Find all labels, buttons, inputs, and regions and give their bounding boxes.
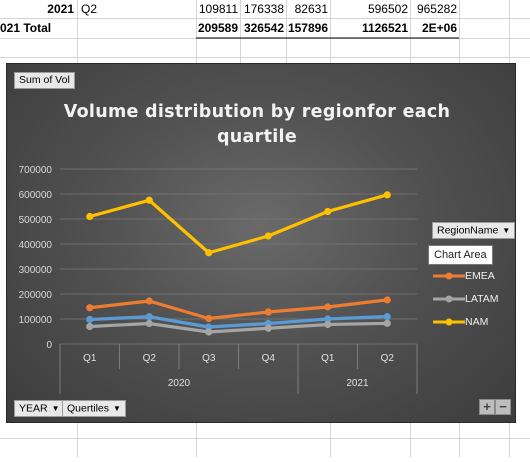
legend-marker-nam [433,318,465,326]
collapse-field-button[interactable]: − [495,399,511,415]
cell-quarter[interactable]: Q2 [81,2,98,16]
data-point [383,296,391,304]
legend-label: NAM [465,316,489,328]
chevron-down-icon: ▼ [113,404,121,413]
series-line-latam [89,321,388,334]
data-point [324,303,332,311]
data-point [86,315,94,324]
x-axis: Q1 Q2 Q3 Q4 Q1 Q2 2020 2021 [59,344,418,394]
year-field-label: YEAR [19,402,48,415]
legend-item-nam[interactable]: NAM [433,315,488,329]
legend-item-latam[interactable]: LATAM [433,292,498,306]
legend-field-label: RegionName [437,224,499,237]
data-point [383,319,391,327]
plot-area[interactable]: 0 100000 200000 300000 400000 500000 600000 700… [7,64,515,422]
data-point [145,196,153,204]
data-point [86,322,94,331]
chart-title-line: Volume distribution by regionfor each [63,102,451,122]
data-point [145,297,153,305]
legend-marker-latam [433,295,465,303]
legend-item-emea[interactable]: EMEA [433,269,495,283]
data-point [145,319,153,328]
data-point [86,304,94,312]
legend-label: LATAM [465,293,499,305]
series-line-unnamed [89,314,388,329]
cell-value[interactable]: 109811 [198,2,238,16]
x-tick-label: Q2 [143,353,157,364]
cell-value[interactable]: 176338 [243,2,284,16]
cell-total-value[interactable]: 1126521 [361,21,408,35]
data-point [205,249,213,257]
x-group-label: 2021 [346,378,369,389]
y-tick-label: 600000 [19,190,53,201]
chart-title-line: quartile [216,127,298,147]
cell-total-value[interactable]: 157896 [287,21,328,35]
data-point [383,312,391,321]
cell-value[interactable]: 596502 [367,2,408,16]
y-tick-label: 0 [46,340,52,351]
series-line-nam [89,193,388,255]
x-tick-label: Q4 [262,353,276,364]
chart-title[interactable]: Volume distribution by regionfor each qu… [47,100,467,150]
cell-year[interactable]: 2021 [47,2,74,16]
data-point [324,315,332,323]
series-lines [86,191,391,336]
cell-total-value[interactable]: 326542 [243,21,284,35]
data-point [264,308,272,316]
y-tick-label: 500000 [19,215,53,226]
data-point [86,212,94,221]
value-field-button[interactable]: Sum of Vol [14,72,75,89]
y-tick-label: 300000 [19,265,53,276]
chevron-down-icon: ▼ [502,226,511,235]
quarters-field-button[interactable]: Quertiles ▼ [62,400,126,417]
chevron-down-icon: ▼ [51,404,60,413]
x-tick-label: Q1 [321,353,335,364]
legend-marker-emea [433,272,465,280]
value-field-label: Sum of Vol [19,74,70,86]
data-point [205,328,213,336]
x-tick-label: Q3 [202,353,216,364]
cell-total-value[interactable]: 2E+06 [421,21,457,35]
data-point [383,191,391,199]
legend-label: EMEA [465,270,495,282]
data-point [324,207,332,216]
data-point [205,323,213,331]
y-tick-label: 100000 [19,315,53,326]
expand-field-button[interactable]: + [479,399,495,415]
y-tick-label: 700000 [19,165,53,176]
data-point [264,324,272,332]
data-point [324,320,332,329]
cell-total-label[interactable]: 021 Total [0,21,52,35]
legend-field-button[interactable]: RegionName ▼ [432,222,516,239]
cell-value[interactable]: 82631 [294,2,328,16]
x-tick-label: Q1 [83,353,97,364]
data-point [264,232,272,240]
y-tick-label: 200000 [19,290,53,301]
y-axis: 0 100000 200000 300000 400000 500000 600000 700… [19,165,53,351]
cell-total-value[interactable]: 209589 [197,21,238,35]
data-point [145,313,153,321]
x-group-label: 2020 [168,378,191,389]
x-tick-label: Q2 [381,353,395,364]
y-tick-label: 400000 [19,240,53,251]
data-point [205,314,213,323]
chart-area-tooltip: Chart Area [428,245,493,265]
series-line-emea [89,298,388,321]
year-field-button[interactable]: YEAR ▼ [14,400,65,417]
cell-value[interactable]: 965282 [416,2,457,16]
pivot-chart[interactable]: Sum of Vol Volume distribution by region… [6,63,516,423]
quarters-field-label: Quertiles [67,402,110,415]
